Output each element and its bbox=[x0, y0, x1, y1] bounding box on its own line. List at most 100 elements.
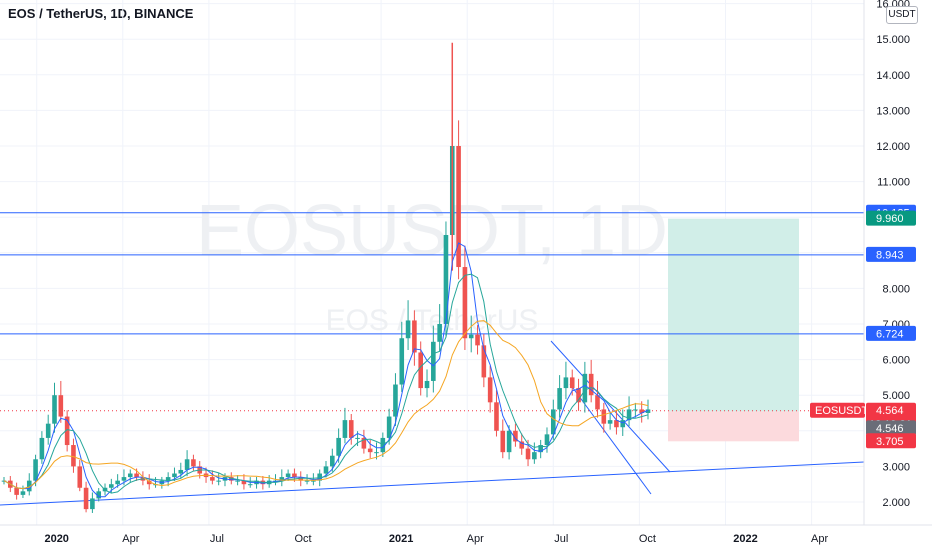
candle-body bbox=[33, 459, 38, 481]
candle-body bbox=[569, 377, 575, 389]
candle-body bbox=[538, 445, 543, 453]
moving-average-line bbox=[3, 242, 649, 498]
candle-body bbox=[292, 473, 297, 478]
candle-body bbox=[633, 409, 638, 411]
loss-zone bbox=[668, 411, 799, 442]
candle-body bbox=[241, 480, 247, 485]
entry-tag bbox=[866, 420, 916, 436]
candle-body bbox=[109, 484, 114, 488]
candle-body bbox=[437, 324, 442, 342]
candle-body bbox=[386, 416, 392, 438]
candle-body bbox=[71, 445, 76, 467]
candle-body bbox=[475, 334, 480, 346]
candle-body bbox=[576, 388, 581, 403]
candle-body bbox=[14, 487, 19, 495]
candle-body bbox=[405, 320, 411, 339]
candle-body bbox=[582, 373, 588, 403]
candle-body bbox=[639, 409, 644, 413]
candle-body bbox=[614, 420, 619, 428]
target-tag-label: 9.960 bbox=[876, 213, 904, 225]
candle-body bbox=[216, 480, 221, 482]
candle-body bbox=[58, 395, 64, 417]
candle-body bbox=[184, 459, 190, 470]
stop-tag-label: 3.705 bbox=[876, 436, 904, 448]
candle-body bbox=[462, 267, 468, 339]
candle-body bbox=[304, 480, 310, 482]
candle-body bbox=[443, 235, 449, 324]
price-axis: 2.0003.0004.0005.0006.0007.0008.0009.000… bbox=[863, 0, 932, 550]
currency-button[interactable]: USDT bbox=[886, 6, 918, 24]
y-tick-label: 13.000 bbox=[876, 105, 910, 117]
candle-body bbox=[96, 491, 102, 499]
candle-body bbox=[374, 452, 379, 454]
candle-body bbox=[191, 459, 196, 467]
candle-body bbox=[626, 409, 632, 421]
candle-body bbox=[127, 473, 133, 478]
price-tags: 10.1258.9436.7249.960EOSUSDT4.56412:19:3… bbox=[810, 204, 916, 449]
y-tick-label: 11.000 bbox=[877, 177, 910, 189]
candle-body bbox=[323, 466, 329, 474]
candle-body bbox=[607, 420, 613, 424]
x-tick-label: Oct bbox=[639, 533, 656, 545]
price-axis-bg bbox=[864, 0, 932, 550]
candle-body bbox=[481, 345, 487, 378]
candle-body bbox=[146, 480, 152, 485]
long-position-box bbox=[668, 218, 799, 442]
candle-body bbox=[20, 491, 26, 495]
grid bbox=[0, 0, 864, 525]
candle-body bbox=[134, 473, 139, 478]
candle-body bbox=[228, 477, 234, 481]
candle-body bbox=[165, 477, 171, 481]
candle-body bbox=[247, 484, 253, 486]
time-axis: 2020 Apr Jul Oct 2021 Apr Jul Oct 2022 Apr bbox=[0, 524, 932, 545]
trendline bbox=[569, 383, 652, 495]
candle-body bbox=[525, 448, 531, 460]
candle-body bbox=[311, 480, 316, 482]
y-tick-label: 8.000 bbox=[882, 283, 910, 295]
candle-body bbox=[645, 409, 651, 413]
y-tick-label: 12.000 bbox=[876, 141, 910, 153]
y-tick-label: 6.000 bbox=[882, 355, 910, 367]
x-tick-label: Apr bbox=[122, 533, 139, 545]
candle-body bbox=[519, 441, 525, 449]
y-tick-label: 5.000 bbox=[882, 390, 910, 402]
x-tick-label: Jul bbox=[210, 533, 224, 545]
candle-body bbox=[361, 437, 367, 449]
moving-averages bbox=[3, 242, 649, 498]
candle-body bbox=[342, 420, 348, 438]
candle-body bbox=[494, 402, 499, 431]
target-tag bbox=[866, 210, 916, 226]
candle-body bbox=[393, 384, 398, 417]
candle-body bbox=[317, 473, 322, 481]
trendline bbox=[0, 461, 865, 506]
candle-body bbox=[367, 448, 373, 453]
candle-body bbox=[121, 477, 127, 481]
candle-body bbox=[412, 320, 417, 353]
level-tag-label: 8.943 bbox=[876, 249, 904, 261]
x-tick-label: Jul bbox=[554, 533, 568, 545]
candle-body bbox=[39, 437, 45, 460]
candle-body bbox=[45, 423, 51, 438]
candle-body bbox=[178, 469, 184, 474]
candle-body bbox=[532, 452, 537, 460]
moving-average-line bbox=[3, 320, 649, 490]
candle-body bbox=[64, 416, 70, 446]
candle-body bbox=[550, 409, 556, 435]
candle-body bbox=[418, 352, 424, 389]
candle-body bbox=[285, 473, 291, 478]
candle-body bbox=[115, 480, 120, 485]
horizontal-levels bbox=[0, 212, 864, 412]
candle-body bbox=[380, 437, 386, 453]
candle-body bbox=[279, 477, 285, 481]
candle-body bbox=[355, 437, 360, 439]
y-tick-label: 14.000 bbox=[876, 70, 910, 82]
x-tick-label: 2021 bbox=[389, 533, 413, 545]
candle-body bbox=[172, 473, 177, 478]
candle-body bbox=[26, 480, 32, 492]
profit-zone bbox=[668, 218, 799, 412]
x-tick-label: Apr bbox=[467, 533, 484, 545]
y-tick-label: 16.000 bbox=[876, 0, 910, 11]
candle-body bbox=[399, 338, 405, 385]
